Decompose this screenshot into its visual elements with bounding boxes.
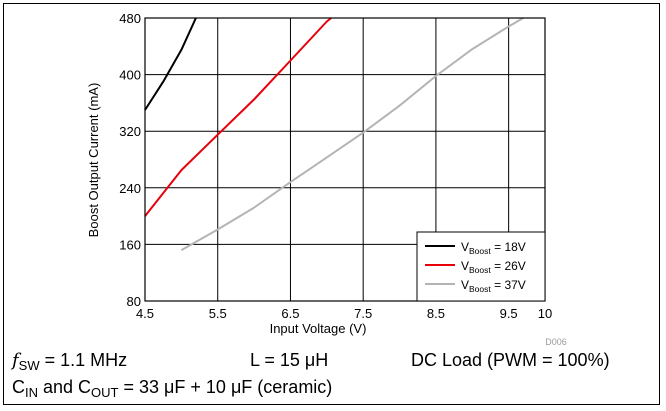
series-line-2: [144, 17, 332, 217]
caption-capacitors: CIN and COUT = 33 μF + 10 μF (ceramic): [12, 376, 333, 400]
cap-and: and C: [38, 377, 92, 397]
y-tick-label: 480: [119, 11, 141, 26]
plot-border: [144, 17, 546, 302]
x-tick-label: 6.5: [281, 306, 299, 321]
caption-dc-load: DC Load (PWM = 100%): [411, 350, 610, 370]
x-tick-label: 9.5: [500, 306, 518, 321]
figure-frame: [3, 3, 660, 405]
cap-out-subscript: OUT: [91, 385, 119, 400]
legend-entry: VBoost = 18V: [461, 240, 526, 256]
y-tick-label: 240: [119, 181, 141, 196]
caption-inductor: L = 15 μH: [250, 350, 329, 370]
y-axis-label: Boost Output Current (mA): [86, 83, 101, 238]
fsw-subscript: SW: [18, 358, 40, 373]
y-tick-label: 400: [119, 68, 141, 83]
x-tick-label: 10: [538, 306, 552, 321]
fsw-symbol: f: [12, 350, 19, 371]
legend-entry: VBoost = 37V: [461, 278, 526, 294]
fsw-value: = 1.1 MHz: [39, 350, 128, 370]
y-tick-label: 320: [119, 124, 141, 139]
cap-in-subscript: IN: [25, 385, 38, 400]
x-tick-label: 8.5: [427, 306, 445, 321]
x-tick-labels: 4.5 5.5 6.5 7.5 8.5 9.5 10: [136, 306, 552, 321]
chart: 80 160 240 320 400 480 4.5 5.5 6.5 7.5 8.5 9.5 10 I…: [86, 11, 567, 347]
y-tick-labels: 80 160 240 320 400 480: [119, 11, 141, 309]
series-lines: [144, 17, 524, 251]
x-tick-label: 5.5: [209, 306, 227, 321]
series-line-3: [180, 17, 524, 251]
caption-switching-frequency: fSW = 1.1 MHz: [12, 349, 127, 372]
x-tick-label: 4.5: [136, 306, 154, 321]
x-axis-label: Input Voltage (V): [270, 321, 367, 336]
series-line-1: [144, 17, 197, 111]
legend-entry: VBoost = 26V: [461, 259, 526, 275]
x-tick-label: 7.5: [354, 306, 372, 321]
watermark: D006: [545, 337, 567, 347]
y-tick-label: 80: [127, 294, 141, 309]
cap-prefix: C: [12, 377, 25, 397]
cap-value: = 33 μF + 10 μF (ceramic): [118, 377, 333, 397]
legend: VBoost = 18V VBoost = 26V VBoost = 37V: [416, 231, 546, 302]
legend-box: [416, 231, 546, 302]
y-tick-label: 160: [119, 237, 141, 252]
